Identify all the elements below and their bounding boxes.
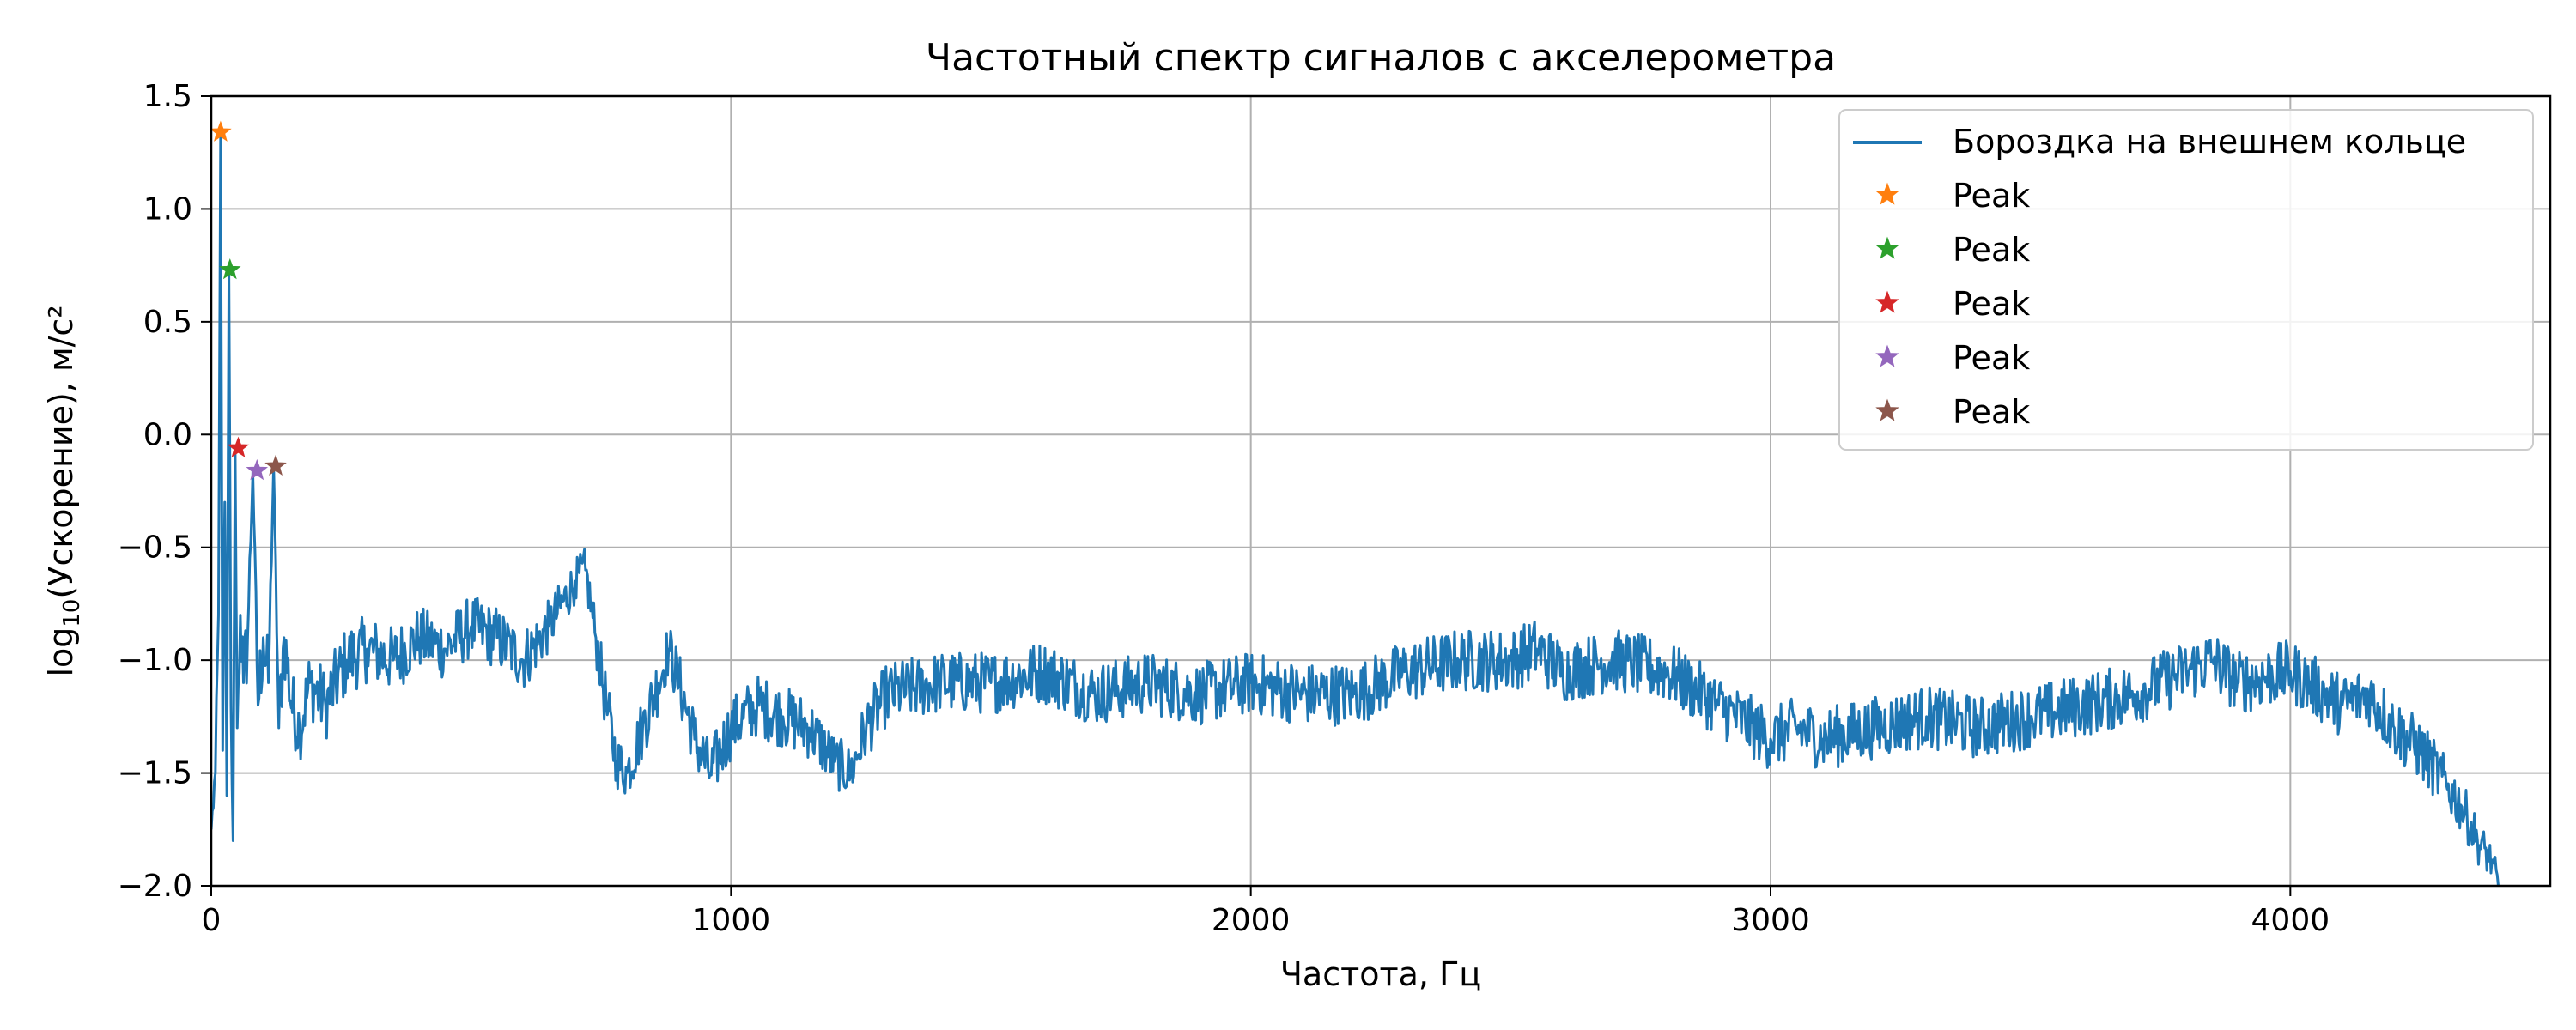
peak-marker (219, 258, 241, 280)
chart-title: Частотный спектр сигналов с акселерометр… (926, 36, 1836, 80)
x-tick-label: 2000 (1212, 903, 1291, 938)
plot-area (210, 120, 2500, 886)
legend-label: Peak (1953, 231, 2030, 269)
peak-marker (246, 458, 269, 481)
legend-label: Peak (1953, 285, 2030, 323)
legend-star-swatch (1875, 344, 1899, 367)
y-tick-label: −1.5 (118, 756, 192, 791)
peak-marker (210, 120, 232, 142)
x-tick-label: 1000 (692, 903, 771, 938)
peak-markers (210, 120, 287, 481)
series-line (211, 130, 2500, 886)
x-tick-label: 3000 (1731, 903, 1810, 938)
legend-label: Peak (1953, 393, 2030, 431)
y-axis-title-rest: (Ускорение), м/с² (42, 305, 80, 598)
y-axis-title-log: log (42, 627, 80, 677)
y-tick-label: −2.0 (118, 869, 192, 904)
legend-star-swatch (1875, 398, 1899, 421)
y-tick-label: 1.5 (143, 79, 192, 114)
legend-star-swatch (1875, 182, 1899, 205)
x-tick-label: 0 (202, 903, 222, 938)
plot-frame (210, 94, 2552, 888)
legend: Бороздка на внешнем кольце Peak Peak Peak Pe… (1838, 109, 2534, 451)
legend-label: Peak (1953, 177, 2030, 215)
y-axis-title-subscript: 10 (59, 599, 85, 627)
legend-star-swatch (1875, 236, 1899, 259)
y-tick-label: −1.0 (118, 643, 192, 678)
legend-star-swatch (1875, 290, 1899, 313)
x-tick-label: 4000 (2251, 903, 2330, 938)
peak-marker (227, 436, 250, 457)
x-axis-title: Частота, Гц (1280, 955, 1481, 993)
axis-ticks: 0 1000 2000 3000 4000 1.5 1.0 0.5 0.0 −0.5 −1.0 −1.… (118, 79, 2330, 938)
legend-box (1838, 109, 2534, 451)
y-tick-label: −0.5 (118, 530, 192, 566)
y-tick-label: 0.0 (143, 417, 192, 452)
y-tick-label: 1.0 (143, 191, 192, 227)
y-axis-title: log10(Ускорение), м/с² (42, 305, 85, 676)
legend-label: Peak (1953, 339, 2030, 377)
peak-marker (264, 454, 287, 476)
legend-label: Бороздка на внешнем кольце (1953, 123, 2466, 161)
y-tick-label: 0.5 (143, 305, 192, 340)
